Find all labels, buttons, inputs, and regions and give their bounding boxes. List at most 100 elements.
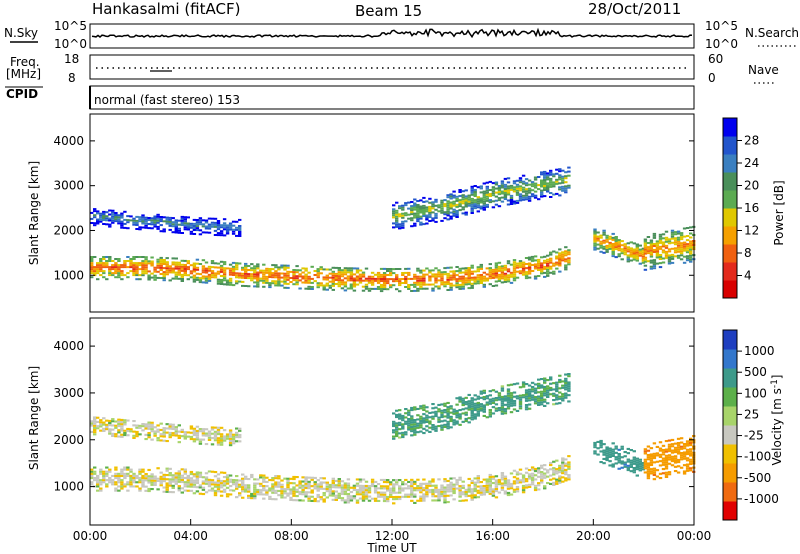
power-cell	[228, 228, 233, 231]
velocity-cell	[458, 409, 462, 412]
velocity-cell	[389, 491, 393, 494]
power-cell	[235, 264, 239, 267]
velocity-cell	[216, 437, 221, 440]
velocity-cell	[428, 426, 432, 429]
velocity-cell	[506, 491, 511, 494]
power-cell	[141, 270, 145, 273]
power-cell	[596, 239, 600, 242]
power-cell	[376, 288, 381, 290]
x-tick-label: 12:00	[375, 529, 410, 543]
power-cell	[168, 279, 172, 282]
velocity-cell	[307, 485, 311, 488]
power-cell	[549, 196, 553, 198]
velocity-cell	[389, 493, 393, 496]
power-cell	[422, 277, 426, 280]
velocity-cell	[422, 419, 426, 422]
power-cell	[561, 187, 565, 190]
power-cell	[437, 273, 441, 276]
velocity-cell	[331, 492, 335, 495]
power-cell	[416, 279, 420, 282]
velocity-cell	[346, 484, 351, 487]
velocity-cell	[180, 430, 184, 433]
power-cell	[180, 224, 184, 226]
velocity-cell	[271, 477, 275, 480]
velocity-cell	[340, 480, 345, 483]
velocity-cell	[189, 479, 194, 482]
velocity-cell	[549, 464, 553, 467]
velocity-cell	[219, 486, 224, 489]
velocity-cell	[658, 449, 663, 452]
velocity-cell	[676, 465, 681, 468]
velocity-cell	[509, 400, 514, 403]
velocity-cell	[358, 478, 363, 481]
power-cell	[658, 254, 663, 256]
velocity-cell	[310, 489, 314, 492]
velocity-cell	[325, 481, 329, 484]
velocity-cell	[440, 428, 444, 431]
velocity-cell	[567, 394, 571, 397]
velocity-cell	[135, 477, 139, 480]
power-cell	[461, 277, 465, 280]
power-cell	[310, 277, 314, 280]
power-cell	[527, 268, 532, 271]
velocity-cell	[162, 475, 166, 478]
power-cell	[549, 259, 553, 262]
velocity-cell	[346, 488, 351, 491]
power-cell	[564, 258, 568, 261]
velocity-cell	[482, 389, 486, 392]
velocity-cell	[174, 482, 178, 485]
velocity-cell	[138, 468, 142, 471]
velocity-cell	[298, 486, 302, 489]
velocity-cell	[473, 398, 477, 401]
power-cell	[494, 183, 499, 186]
power-cell	[434, 281, 438, 284]
velocity-cell	[546, 389, 550, 392]
power-cell	[386, 274, 390, 276]
power-cell	[395, 278, 399, 281]
velocity-cell	[593, 446, 597, 449]
power-cell	[497, 273, 502, 276]
power-cell	[635, 249, 639, 252]
power-cell	[114, 214, 118, 216]
power-cell	[117, 276, 121, 279]
power-cell	[476, 282, 480, 285]
velocity-cell	[425, 410, 429, 413]
power-cell	[593, 242, 597, 245]
power-cell	[99, 270, 103, 273]
velocity-cell	[304, 484, 308, 487]
velocity-cell	[168, 423, 172, 426]
velocity-cell	[195, 436, 200, 439]
power-cell	[682, 245, 687, 248]
velocity-cell	[247, 486, 251, 489]
velocity-cell	[235, 481, 239, 484]
power-cell	[452, 270, 456, 273]
power-cell	[180, 259, 184, 262]
power-cell	[614, 238, 618, 240]
power-cell	[340, 283, 345, 286]
power-cell	[428, 205, 432, 208]
power-cell	[174, 267, 178, 270]
power-cell	[611, 232, 615, 235]
power-cell	[195, 258, 200, 261]
velocity-cell	[479, 407, 483, 410]
velocity-cell	[467, 490, 471, 493]
velocity-cell	[443, 478, 447, 481]
power-cell	[407, 271, 411, 274]
velocity-cell	[392, 429, 396, 432]
power-cell	[670, 235, 675, 238]
velocity-cell	[446, 416, 450, 419]
power-cell	[425, 200, 429, 203]
velocity-cell	[515, 471, 520, 474]
velocity-cell	[561, 386, 565, 389]
power-cell	[626, 258, 630, 261]
velocity-cell	[346, 493, 351, 496]
velocity-cell	[533, 383, 538, 386]
velocity-cell	[491, 494, 496, 497]
velocity-cell	[379, 491, 384, 494]
power-cell	[561, 251, 565, 254]
power-cell	[96, 218, 100, 221]
velocity-cell	[298, 480, 302, 483]
power-cell	[180, 215, 184, 218]
velocity-cell	[540, 394, 544, 397]
velocity-cell	[509, 487, 514, 490]
